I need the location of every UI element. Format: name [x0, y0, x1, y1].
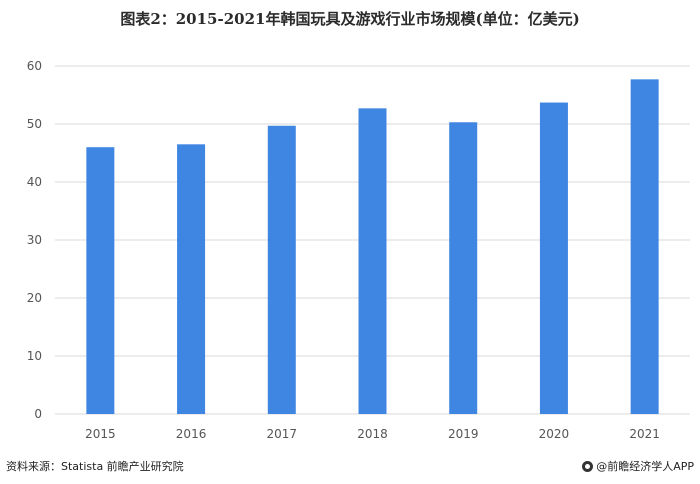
brand-label: @前瞻经济学人APP	[596, 460, 694, 473]
y-tick-label: 20	[27, 291, 42, 305]
x-tick-label: 2015	[85, 427, 116, 441]
bar	[539, 102, 568, 414]
bar	[449, 122, 478, 414]
bar	[630, 79, 659, 414]
x-tick-label: 2018	[357, 427, 388, 441]
source-note: 资料来源：Statista 前瞻产业研究院	[6, 460, 184, 473]
x-tick-label: 2020	[539, 427, 570, 441]
y-tick-label: 40	[27, 175, 42, 189]
bars	[86, 79, 659, 415]
brand-credit: @前瞻经济学人APP	[582, 458, 694, 474]
x-tick-label: 2019	[448, 427, 479, 441]
y-tick-label: 10	[27, 349, 42, 363]
y-tick-label: 30	[27, 233, 42, 247]
bar	[177, 144, 206, 415]
bar	[267, 125, 296, 415]
y-tick-label: 0	[34, 407, 42, 421]
x-tick-label: 2017	[267, 427, 298, 441]
x-axis-ticks: 2015 2016 2017 2018 2019 2020 2021	[85, 427, 660, 441]
chart-title: 图表2：2015-2021年韩国玩具及游戏行业市场规模(单位：亿美元)	[120, 10, 580, 28]
bar	[86, 147, 115, 414]
y-tick-label: 50	[27, 117, 42, 131]
y-axis-ticks: 0 10 20 30 40 50 60	[27, 59, 42, 421]
y-tick-label: 60	[27, 59, 42, 73]
bar	[358, 108, 387, 414]
x-tick-label: 2021	[629, 427, 660, 441]
x-tick-label: 2016	[176, 427, 207, 441]
brand-logo-icon	[582, 460, 594, 472]
